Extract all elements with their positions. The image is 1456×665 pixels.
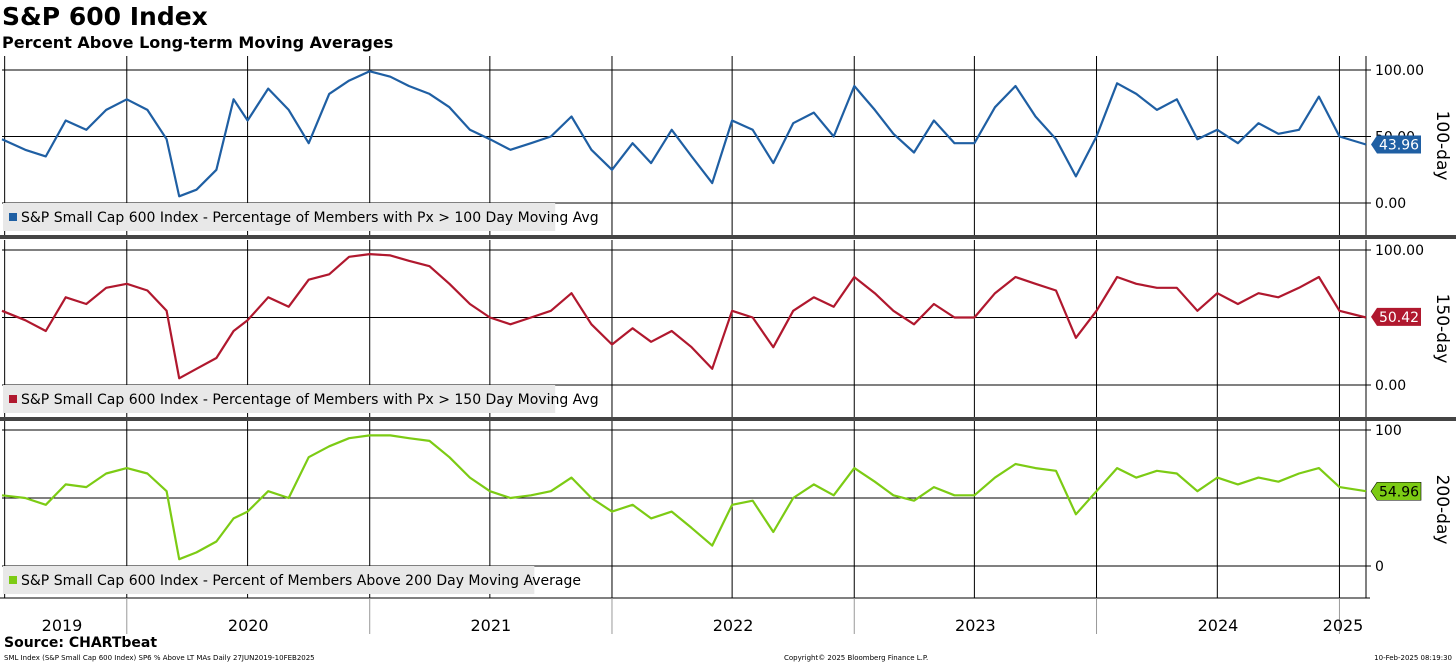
x-tick-label: 2023 <box>955 616 996 635</box>
footer-copyright: Copyright© 2025 Bloomberg Finance L.P. <box>784 654 929 662</box>
y-tick-label: 100.00 <box>1375 63 1424 79</box>
last-value-tag <box>1371 135 1421 154</box>
y-tick-label: 0.00 <box>1375 196 1406 212</box>
legend-label: S&P Small Cap 600 Index - Percentage of … <box>21 392 599 408</box>
panel-separator <box>0 235 1456 239</box>
legend-swatch <box>9 213 17 221</box>
series-line <box>1 70 1367 198</box>
panel-side-label: 100-day <box>1432 111 1452 181</box>
y-tick-label: 100 <box>1375 423 1402 439</box>
series-line <box>1 434 1367 561</box>
panel-side-label: 200-day <box>1432 475 1452 545</box>
panel-separator <box>0 417 1456 421</box>
panel-side-label: 150-day <box>1432 294 1452 364</box>
last-value-tag <box>1370 481 1422 501</box>
series-line <box>1 253 1367 380</box>
x-tick-label: 2024 <box>1198 616 1239 635</box>
last-value-tag <box>1371 307 1421 326</box>
last-value-label: 50.42 <box>1379 310 1419 326</box>
legend-label: S&P Small Cap 600 Index - Percent of Mem… <box>21 573 581 589</box>
y-tick-label: 100.00 <box>1375 243 1424 259</box>
x-tick-label: 2021 <box>470 616 511 635</box>
footer-index-note: SML Index (S&P Small Cap 600 Index) SP6 … <box>4 654 315 662</box>
y-tick-label: 0 <box>1375 559 1384 575</box>
chart-subtitle: Percent Above Long-term Moving Averages <box>2 33 394 52</box>
x-tick-label: 2022 <box>713 616 754 635</box>
legend-swatch <box>9 395 17 403</box>
last-value-label: 43.96 <box>1379 138 1419 154</box>
legend-label: S&P Small Cap 600 Index - Percentage of … <box>21 210 599 226</box>
legend-box <box>3 385 556 413</box>
x-tick-label: 2020 <box>228 616 269 635</box>
legend-box <box>3 566 535 594</box>
x-tick-label: 2025 <box>1323 616 1364 635</box>
source-note: Source: CHARTbeat <box>4 635 158 651</box>
chart-title: S&P 600 Index <box>2 2 208 31</box>
footer-date: 10-Feb-2025 08:19:30 <box>1374 654 1452 662</box>
y-tick-label: 0.00 <box>1375 378 1406 394</box>
legend-swatch <box>9 576 17 584</box>
legend-box <box>3 203 556 231</box>
last-value-label: 54.96 <box>1379 484 1419 500</box>
x-tick-label: 2019 <box>42 616 83 635</box>
